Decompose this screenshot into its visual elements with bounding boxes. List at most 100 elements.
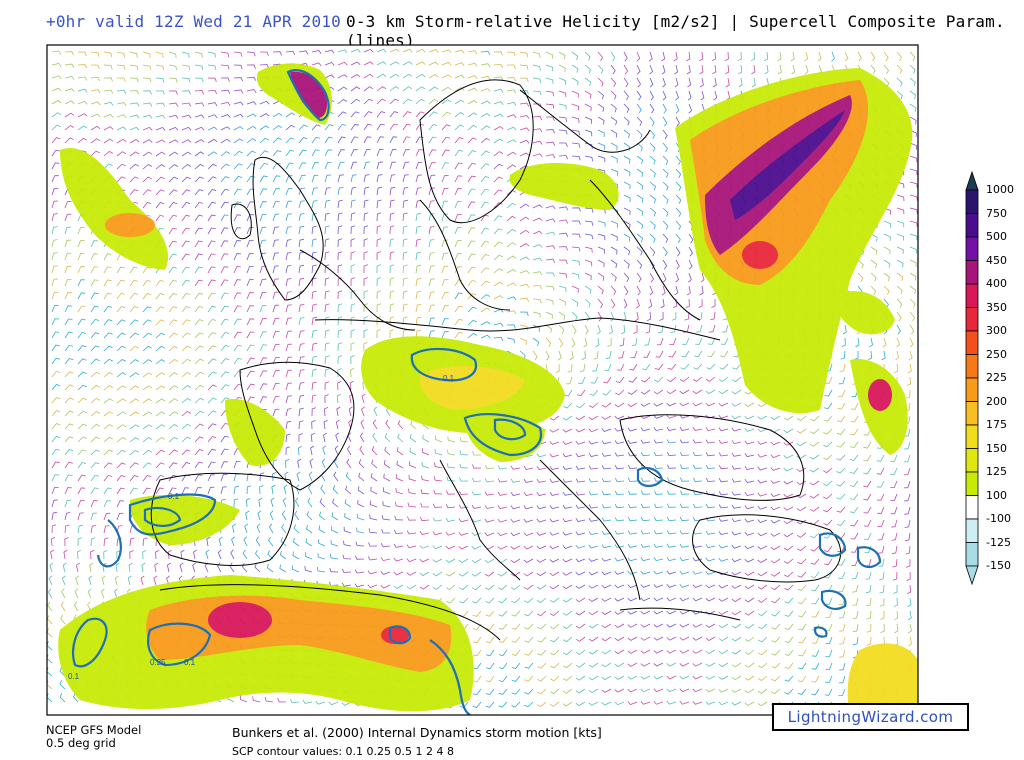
wind-barb — [890, 506, 898, 515]
wind-barb — [194, 305, 204, 313]
wind-barb — [434, 448, 443, 456]
wind-barb — [498, 584, 508, 591]
wind-barb — [103, 436, 113, 443]
wind-barb — [688, 246, 693, 257]
wind-barb — [623, 51, 628, 62]
wind-barb — [640, 662, 651, 667]
wind-barb — [103, 537, 109, 547]
wind-barb — [395, 488, 404, 495]
wind-barb — [771, 636, 781, 643]
wind-barb — [272, 304, 280, 313]
wind-barb — [532, 324, 540, 332]
wind-barb — [783, 415, 794, 421]
wind-barb — [350, 277, 356, 287]
wind-barb — [614, 490, 625, 496]
wind-barb — [324, 277, 330, 287]
wind-barb — [480, 267, 490, 274]
wind-barb — [155, 151, 166, 157]
wind-barb — [428, 317, 435, 326]
wind-barb — [350, 251, 355, 261]
wind-barb — [601, 544, 612, 549]
wind-barb — [76, 549, 81, 560]
wind-barb — [129, 163, 139, 170]
brand-logo[interactable]: LightningWizard.com — [772, 703, 969, 731]
wind-barb — [804, 64, 809, 75]
wind-barb — [610, 298, 616, 309]
wind-barb — [155, 385, 166, 391]
wind-barb — [659, 311, 664, 321]
wind-barb — [441, 331, 449, 339]
wind-barb — [718, 376, 729, 382]
wind-barb — [636, 285, 641, 296]
wind-barb — [705, 544, 716, 549]
wind-barb — [337, 61, 348, 66]
wind-barb — [384, 446, 391, 456]
wind-barb — [90, 64, 100, 69]
wind-barb — [692, 464, 703, 469]
wind-barb — [64, 125, 75, 131]
wind-barb — [851, 558, 859, 566]
wind-barb — [480, 50, 491, 55]
wind-barb — [493, 228, 503, 235]
wind-barb — [571, 90, 579, 98]
wind-barb — [305, 552, 313, 560]
wind-barb — [731, 662, 742, 668]
wind-barb — [498, 701, 508, 708]
wind-barb — [670, 324, 677, 333]
wind-barb — [181, 358, 191, 365]
wind-barb — [493, 151, 504, 157]
wind-barb — [51, 524, 57, 534]
wind-barb — [77, 227, 85, 235]
wind-barb — [181, 139, 192, 144]
colorbar-swatch — [965, 401, 979, 426]
wind-barb — [719, 363, 729, 370]
wind-barb — [584, 298, 591, 308]
wind-barb — [718, 389, 729, 395]
wind-barb — [705, 414, 716, 419]
wind-barb — [636, 142, 643, 152]
wind-barb — [194, 77, 204, 83]
wind-barb — [324, 406, 329, 417]
wind-barb — [77, 279, 86, 287]
wind-barb — [87, 601, 92, 612]
wind-barb — [433, 476, 443, 482]
wind-barb — [350, 264, 355, 274]
wind-barb — [666, 636, 677, 641]
wind-barb — [685, 298, 690, 309]
wind-barb — [695, 337, 703, 345]
wind-barb — [623, 168, 631, 177]
wind-barb — [77, 292, 86, 300]
wind-barb — [233, 101, 244, 106]
wind-barb — [824, 558, 833, 566]
wind-barb — [90, 474, 100, 482]
wind-barb — [480, 188, 490, 196]
wind-barb — [116, 292, 126, 300]
wind-barb — [207, 214, 216, 222]
wind-barb — [791, 64, 796, 75]
wind-barb — [233, 163, 243, 170]
wind-barb — [103, 114, 114, 118]
wind-barb — [480, 321, 491, 326]
wind-barb — [168, 306, 178, 313]
wind-barb — [155, 189, 165, 196]
wind-barb — [493, 138, 504, 144]
contour-label: 0.1 — [68, 672, 80, 681]
wind-barb — [636, 129, 643, 139]
wind-barb — [376, 251, 382, 261]
wind-barb — [558, 232, 569, 237]
wind-barb — [328, 701, 339, 706]
wind-barb — [610, 155, 618, 163]
wind-barb — [380, 557, 391, 562]
wind-barb — [532, 298, 542, 304]
wind-barb — [309, 458, 314, 469]
wind-barb — [864, 532, 872, 540]
wind-barb — [603, 376, 612, 384]
wind-barb — [322, 445, 327, 456]
wind-barb — [627, 439, 638, 444]
wind-barb — [142, 176, 152, 183]
wind-barb — [532, 337, 540, 347]
wind-barb — [896, 246, 904, 254]
wind-barb — [893, 597, 898, 608]
wind-barb — [536, 491, 547, 496]
wind-barb — [880, 623, 885, 633]
